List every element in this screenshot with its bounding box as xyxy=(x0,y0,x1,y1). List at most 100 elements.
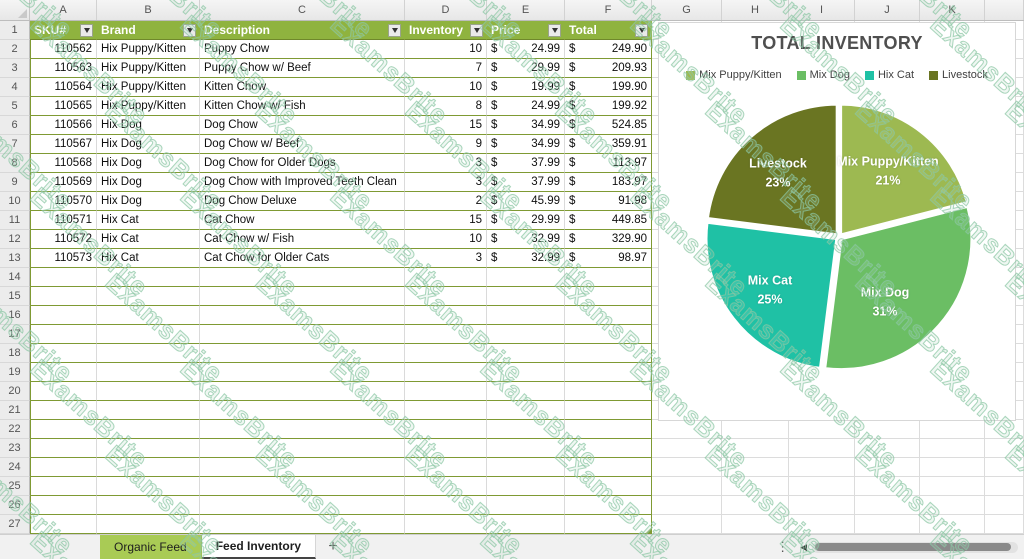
cell[interactable] xyxy=(565,477,652,496)
column-header-K[interactable]: K xyxy=(920,0,985,20)
cell[interactable] xyxy=(200,458,405,477)
row-header[interactable]: 21 xyxy=(0,401,30,420)
pie-chart-object[interactable]: TOTAL INVENTORY Mix Puppy/Kitten Mix Dog… xyxy=(658,22,1016,421)
cell[interactable]: $199.92 xyxy=(565,97,652,116)
legend-item[interactable]: Mix Puppy/Kitten xyxy=(686,69,782,81)
cell[interactable]: $32.99 xyxy=(487,230,565,249)
cell[interactable]: $524.85 xyxy=(565,116,652,135)
cell[interactable] xyxy=(487,401,565,420)
cell[interactable] xyxy=(985,515,1024,534)
cell[interactable] xyxy=(985,458,1024,477)
cell[interactable]: Puppy Chow xyxy=(200,40,405,59)
cell[interactable]: 3 xyxy=(405,154,487,173)
cell[interactable] xyxy=(722,477,789,496)
cell[interactable] xyxy=(855,496,920,515)
row-header[interactable]: 25 xyxy=(0,477,30,496)
pie-slice-mix-cat[interactable] xyxy=(704,220,839,370)
cell[interactable] xyxy=(405,439,487,458)
cell[interactable] xyxy=(722,515,789,534)
cell[interactable] xyxy=(200,382,405,401)
cell[interactable] xyxy=(200,496,405,515)
cell[interactable] xyxy=(487,496,565,515)
cell[interactable] xyxy=(565,458,652,477)
cell[interactable] xyxy=(565,287,652,306)
cell[interactable] xyxy=(200,363,405,382)
cell[interactable] xyxy=(985,496,1024,515)
cell[interactable]: $209.93 xyxy=(565,59,652,78)
cell[interactable] xyxy=(200,515,405,534)
cell[interactable] xyxy=(200,401,405,420)
cell[interactable]: $113.97 xyxy=(565,154,652,173)
cell[interactable]: Dog Chow Deluxe xyxy=(200,192,405,211)
column-header-E[interactable]: E xyxy=(487,0,565,20)
cell[interactable]: $37.99 xyxy=(487,173,565,192)
cell[interactable] xyxy=(200,477,405,496)
cell[interactable] xyxy=(405,382,487,401)
cell[interactable] xyxy=(30,439,97,458)
pie-graphic[interactable] xyxy=(697,95,981,379)
row-header[interactable]: 10 xyxy=(0,192,30,211)
row-header[interactable]: 23 xyxy=(0,439,30,458)
cell[interactable] xyxy=(405,420,487,439)
cell[interactable] xyxy=(30,401,97,420)
cell[interactable] xyxy=(920,439,985,458)
cell[interactable]: $199.90 xyxy=(565,78,652,97)
cell[interactable]: 110570 xyxy=(30,192,97,211)
cell[interactable]: 110564 xyxy=(30,78,97,97)
column-header-B[interactable]: B xyxy=(97,0,200,20)
table-header-inventory[interactable]: Inventory xyxy=(405,21,487,40)
tab-feed-inventory[interactable]: Feed Inventory xyxy=(201,535,317,559)
cell[interactable]: $449.85 xyxy=(565,211,652,230)
cell[interactable] xyxy=(487,363,565,382)
cell[interactable]: $29.99 xyxy=(487,59,565,78)
cell[interactable] xyxy=(565,268,652,287)
cell[interactable]: 110568 xyxy=(30,154,97,173)
cell[interactable] xyxy=(30,287,97,306)
cell[interactable] xyxy=(565,439,652,458)
cell[interactable]: $359.91 xyxy=(565,135,652,154)
select-all-corner[interactable] xyxy=(0,0,30,20)
legend-item[interactable]: Mix Dog xyxy=(796,69,850,81)
table-header-brand[interactable]: Brand xyxy=(97,21,200,40)
cell[interactable]: 110572 xyxy=(30,230,97,249)
cell[interactable]: Hix Dog xyxy=(97,116,200,135)
cell[interactable]: 110566 xyxy=(30,116,97,135)
cell[interactable] xyxy=(920,515,985,534)
row-header[interactable]: 19 xyxy=(0,363,30,382)
cell[interactable]: Kitten Chow w/ Fish xyxy=(200,97,405,116)
cell[interactable] xyxy=(30,306,97,325)
cell[interactable]: $91.98 xyxy=(565,192,652,211)
table-resize-handle[interactable] xyxy=(645,527,652,534)
cell[interactable]: 110567 xyxy=(30,135,97,154)
cell[interactable]: Dog Chow xyxy=(200,116,405,135)
cell[interactable] xyxy=(789,420,855,439)
row-header[interactable]: 14 xyxy=(0,268,30,287)
cell[interactable] xyxy=(920,496,985,515)
cell[interactable] xyxy=(565,363,652,382)
cell[interactable]: $34.99 xyxy=(487,116,565,135)
cell[interactable] xyxy=(855,420,920,439)
cell[interactable]: Kitten Chow xyxy=(200,78,405,97)
cell[interactable] xyxy=(565,496,652,515)
cell[interactable] xyxy=(97,306,200,325)
cell[interactable] xyxy=(487,477,565,496)
cell[interactable]: Puppy Chow w/ Beef xyxy=(200,59,405,78)
column-header-partial[interactable] xyxy=(985,0,1024,20)
cell[interactable]: 7 xyxy=(405,59,487,78)
table-header-description[interactable]: Description xyxy=(200,21,405,40)
cell[interactable]: 110562 xyxy=(30,40,97,59)
cell[interactable] xyxy=(652,458,722,477)
cell[interactable]: 110565 xyxy=(30,97,97,116)
cell[interactable] xyxy=(405,287,487,306)
row-header[interactable]: 2 xyxy=(0,40,30,59)
horizontal-scrollbar[interactable] xyxy=(812,541,1018,553)
cell[interactable] xyxy=(405,477,487,496)
cell[interactable] xyxy=(487,344,565,363)
cell[interactable] xyxy=(722,439,789,458)
row-header[interactable]: 12 xyxy=(0,230,30,249)
table-header-sku[interactable]: SKU# xyxy=(30,21,97,40)
cell[interactable]: Hix Puppy/Kitten xyxy=(97,97,200,116)
cell[interactable] xyxy=(30,344,97,363)
cell[interactable]: Hix Cat xyxy=(97,249,200,268)
cell[interactable] xyxy=(97,515,200,534)
